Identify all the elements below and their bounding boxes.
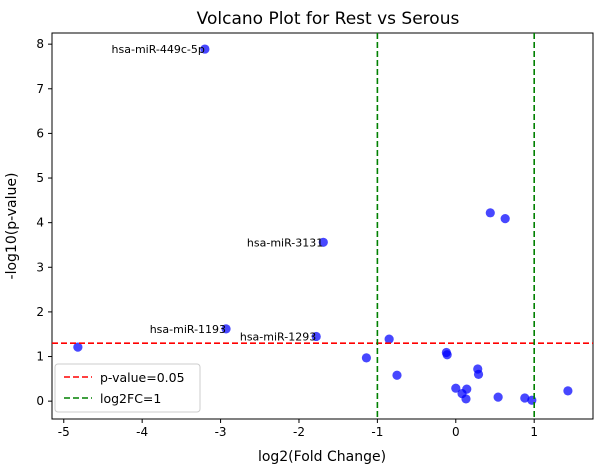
x-tick-label: 1 [530, 425, 538, 439]
y-tick-label: 6 [36, 126, 44, 140]
x-tick-label: -1 [371, 425, 383, 439]
y-tick-label: 4 [36, 216, 44, 230]
data-points [73, 44, 573, 405]
legend: p-value=0.05 log2FC=1 [54, 363, 201, 413]
y-axis-label: -log10(p-value) [4, 173, 20, 280]
x-axis-label: log2(Fold Change) [258, 449, 386, 465]
data-point [361, 353, 372, 363]
y-tick-label: 7 [36, 82, 44, 96]
reference-lines [52, 33, 593, 419]
x-tick-label: -2 [293, 425, 305, 439]
data-point [442, 350, 452, 360]
data-point [318, 237, 328, 247]
legend-label-pvalue: p-value=0.05 [100, 370, 185, 385]
y-axis: 0 1 2 3 4 5 6 7 8 [36, 37, 52, 408]
data-point [563, 386, 573, 396]
x-tick-label: -4 [136, 425, 148, 439]
chart-title: Volcano Plot for Rest vs Serous [197, 9, 460, 29]
data-point [73, 342, 83, 352]
y-tick-label: 1 [36, 350, 44, 364]
data-point [462, 384, 472, 394]
plot-area: hsa-miR-449c-5p hsa-miR-3131 hsa-miR-1193 h… [51, 32, 594, 420]
x-tick-label: -5 [58, 425, 70, 439]
point-annotation: hsa-miR-3131 [247, 236, 323, 249]
data-point [451, 383, 461, 393]
point-annotation: hsa-miR-1293 [240, 330, 316, 343]
data-point [520, 393, 530, 403]
data-point [493, 392, 503, 402]
data-point [311, 331, 321, 342]
y-tick-label: 2 [36, 305, 44, 319]
y-tick-label: 0 [36, 394, 44, 408]
point-annotations: hsa-miR-449c-5p hsa-miR-3131 hsa-miR-1193 h… [112, 43, 324, 343]
data-point [392, 370, 402, 380]
legend-label-log2fc: log2FC=1 [100, 391, 161, 406]
y-tick-label: 5 [36, 171, 44, 185]
x-tick-label: -3 [215, 425, 227, 439]
data-point [473, 369, 484, 379]
data-point [461, 394, 471, 404]
legend-box [54, 363, 201, 413]
point-annotation: hsa-miR-449c-5p [112, 43, 205, 56]
x-tick-label: 0 [452, 425, 460, 439]
x-axis: -5 -4 -3 -2 -1 0 1 [58, 419, 538, 439]
data-point [221, 324, 231, 334]
data-point [384, 334, 394, 344]
y-tick-label: 3 [36, 260, 44, 274]
data-point [200, 44, 210, 54]
point-annotation: hsa-miR-1193 [150, 323, 226, 336]
plot-frame [51, 32, 594, 420]
y-tick-label: 8 [36, 37, 44, 51]
data-point [527, 395, 537, 405]
data-point [485, 208, 495, 218]
data-point [500, 214, 510, 224]
